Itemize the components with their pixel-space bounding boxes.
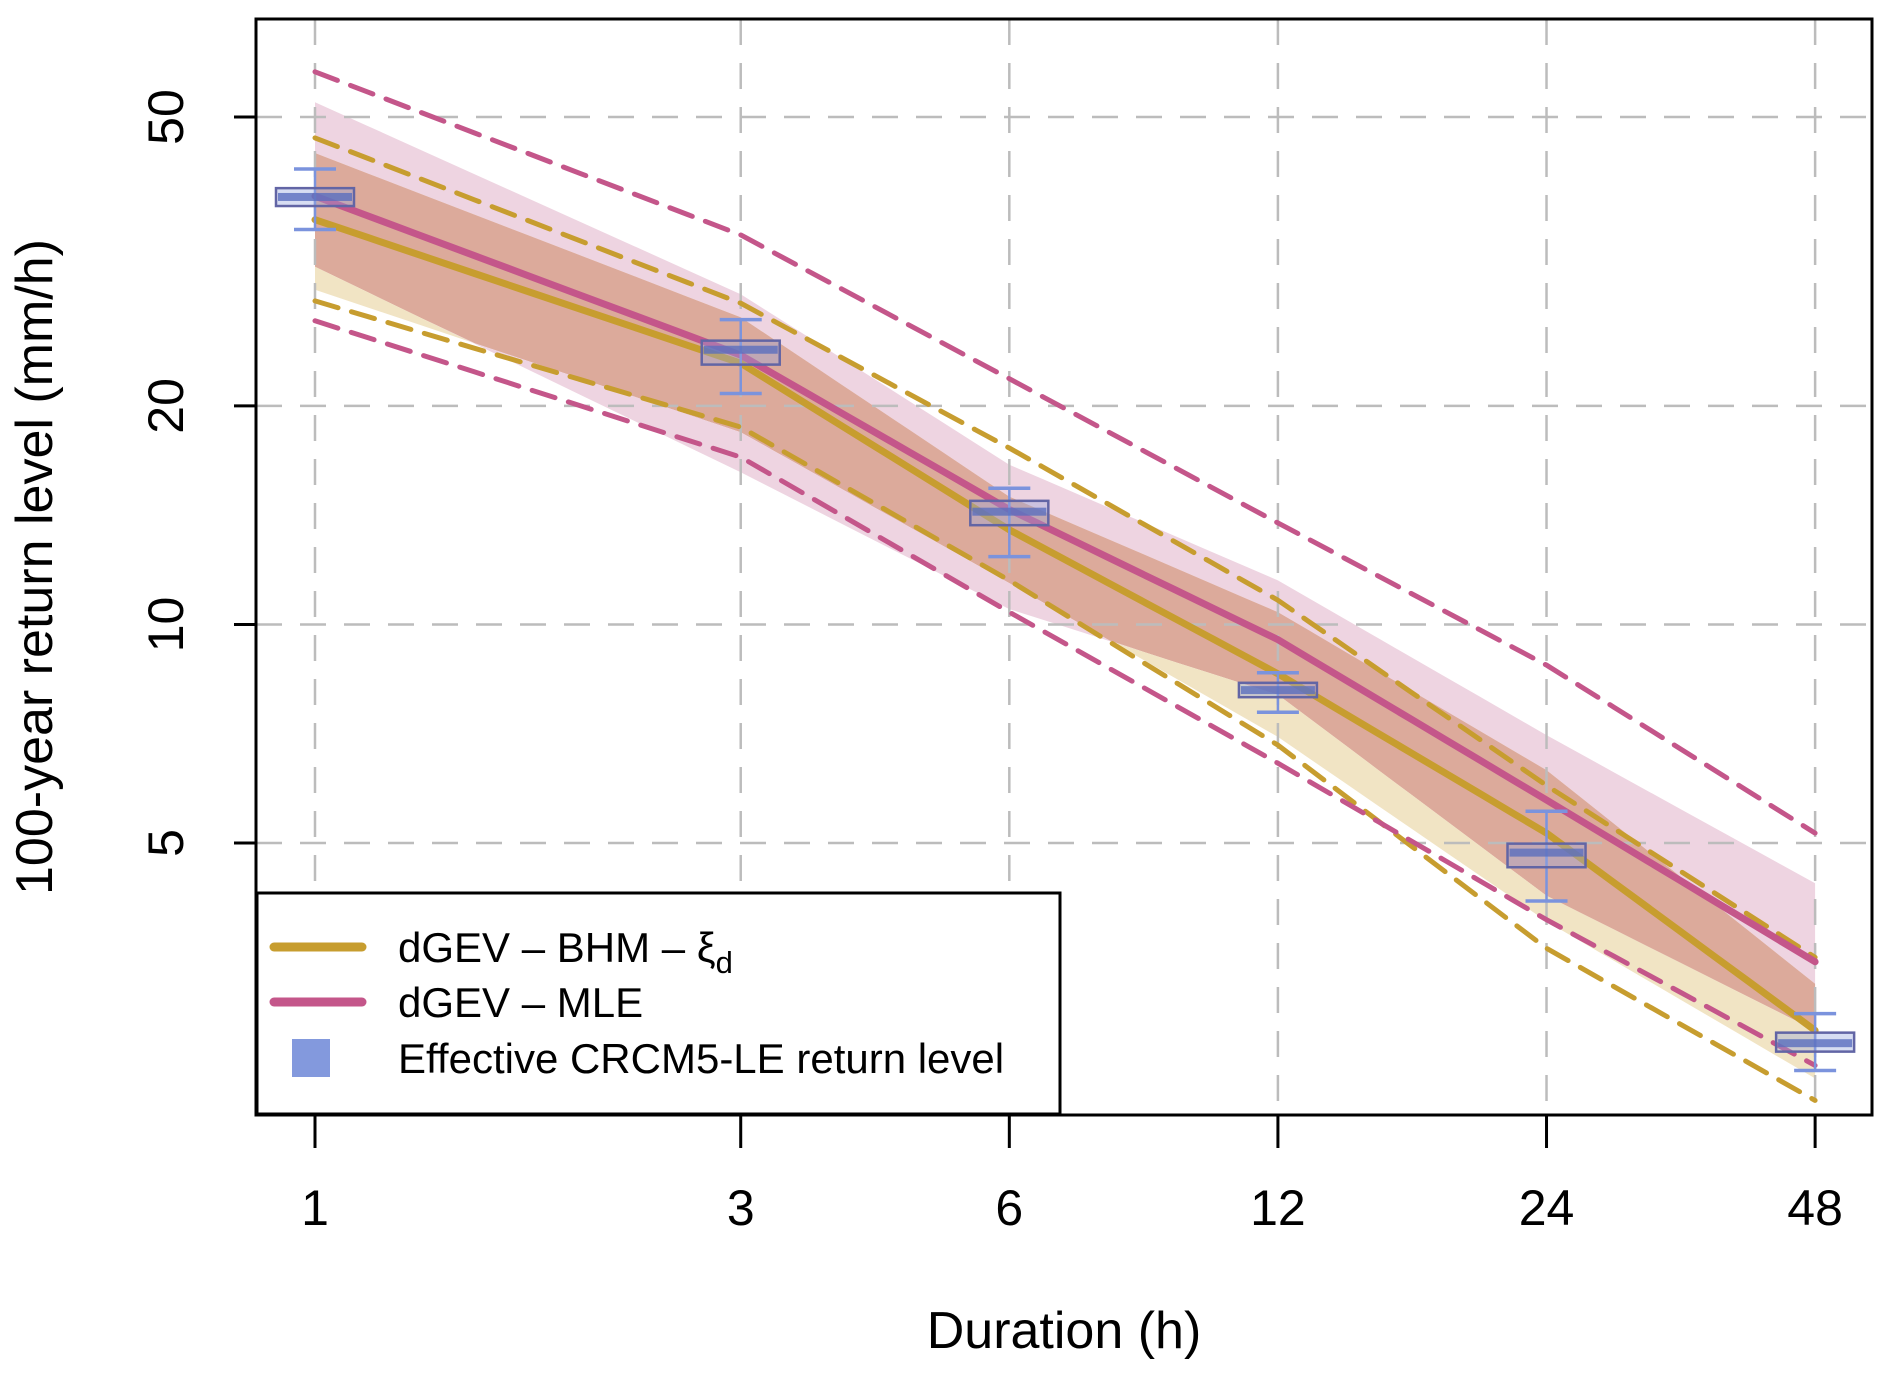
x-tick-label-1: 1 [301, 1180, 329, 1236]
box-median [1509, 848, 1584, 857]
x-tick-label-12: 12 [1250, 1180, 1306, 1236]
boxplot-d3 [700, 317, 781, 396]
y-tick-label-10: 10 [138, 597, 194, 653]
boxplot-d6 [969, 486, 1050, 559]
legend: dGEV – BHM – ξd dGEV – MLE Effective CRC… [255, 891, 1062, 1116]
box-median [972, 507, 1047, 516]
model-line-bhm [311, 216, 1819, 1034]
box-median [1240, 686, 1315, 695]
x-axis-title: Duration (h) [927, 1302, 1202, 1360]
box-median [1778, 1039, 1853, 1048]
y-tick-label-50: 50 [138, 89, 194, 145]
y-tick-label-20: 20 [138, 378, 194, 434]
boxplot-d1 [274, 167, 356, 232]
boxplot-d12 [1237, 670, 1319, 714]
box-median [278, 192, 352, 201]
legend-box [255, 891, 1062, 1116]
legend-swatch-crcm5-square [292, 1039, 330, 1077]
boxplot-d24 [1506, 809, 1587, 903]
dashed-dashed-lower-mle [312, 318, 1818, 1068]
legend-label-crcm5: Effective CRCM5-LE return level [398, 1035, 1004, 1082]
x-tick-label-24: 24 [1519, 1180, 1575, 1236]
band-mle-only-upper [315, 102, 1816, 984]
legend-label-bhm: dGEV – BHM – ξd [398, 924, 733, 980]
legend-label-mle: dGEV – MLE [398, 979, 643, 1026]
y-tick-label-5: 5 [138, 829, 194, 857]
legend-label-bhm-sub: d [716, 945, 733, 980]
box-median [703, 345, 778, 354]
model-line-mle [311, 192, 1819, 966]
legend-label-crcm5-main: Effective CRCM5-LE return level [398, 1035, 1004, 1082]
dashed-dashed-lower-bhm [312, 298, 1818, 1103]
x-tick-label-48: 48 [1787, 1180, 1843, 1236]
band-overlap [315, 153, 1816, 1031]
boxplot-series [274, 167, 1856, 1073]
x-tick-label-6: 6 [995, 1180, 1023, 1236]
outer-dashed-lines [312, 69, 1818, 1103]
legend-label-mle-main: dGEV – MLE [398, 979, 643, 1026]
dashed-dashed-upper-bhm [312, 135, 1818, 960]
confidence-bands [315, 102, 1816, 1079]
y-axis-title: 100-year return level (mm/h) [6, 239, 64, 895]
boxplot-d48 [1774, 1011, 1856, 1073]
legend-label-bhm-main: dGEV – BHM – ξ [398, 924, 716, 971]
plot-border [254, 17, 1874, 1117]
dashed-dashed-upper-mle [312, 69, 1818, 836]
x-tick-label-3: 3 [727, 1180, 755, 1236]
model-center-lines [311, 192, 1819, 1034]
axis-ticks-and-labels: 50 20 10 5 1 3 6 12 24 48 [138, 89, 1843, 1236]
